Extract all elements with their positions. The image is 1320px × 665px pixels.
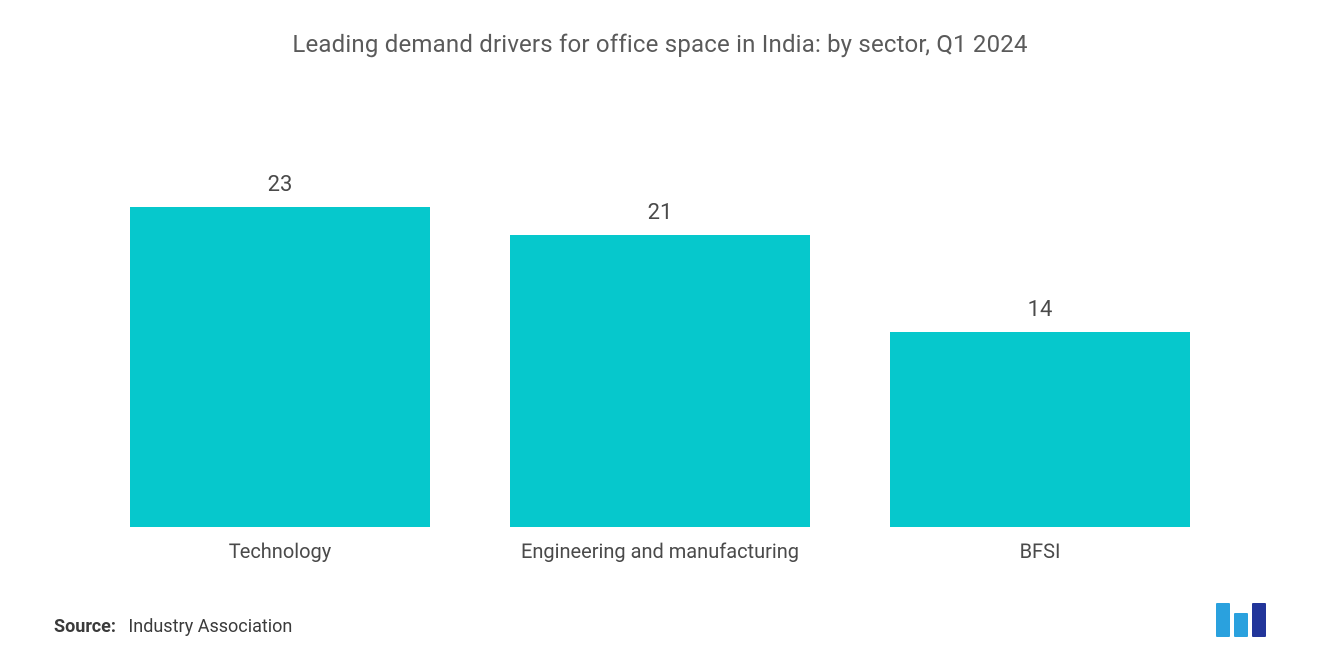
bar-technology	[130, 207, 430, 527]
x-label-engineering: Engineering and manufacturing	[510, 539, 810, 563]
bar-engineering	[510, 235, 810, 527]
bar-group-bfsi: 14	[890, 297, 1190, 527]
bar-value-label: 14	[1028, 297, 1053, 322]
bar-bfsi	[890, 332, 1190, 527]
brand-logo	[1216, 603, 1266, 637]
x-label-bfsi: BFSI	[890, 539, 1190, 563]
bar-value-label: 23	[268, 172, 293, 197]
bar-value-label: 21	[648, 200, 673, 225]
bar-group-technology: 23	[130, 172, 430, 527]
bar-group-engineering: 21	[510, 200, 810, 527]
source-attribution: Source: Industry Association	[54, 616, 292, 637]
logo-bar-3	[1252, 603, 1266, 637]
chart-container: Leading demand drivers for office space …	[0, 0, 1320, 665]
plot-area: 23 21 14	[50, 68, 1270, 527]
chart-title: Leading demand drivers for office space …	[50, 30, 1270, 58]
source-label: Source:	[54, 616, 116, 637]
x-label-technology: Technology	[130, 539, 430, 563]
logo-bar-1	[1216, 603, 1230, 637]
x-axis: Technology Engineering and manufacturing…	[50, 527, 1270, 563]
footer-row: Source: Industry Association	[50, 603, 1270, 637]
source-value: Industry Association	[128, 616, 292, 637]
logo-bar-2	[1234, 613, 1248, 637]
